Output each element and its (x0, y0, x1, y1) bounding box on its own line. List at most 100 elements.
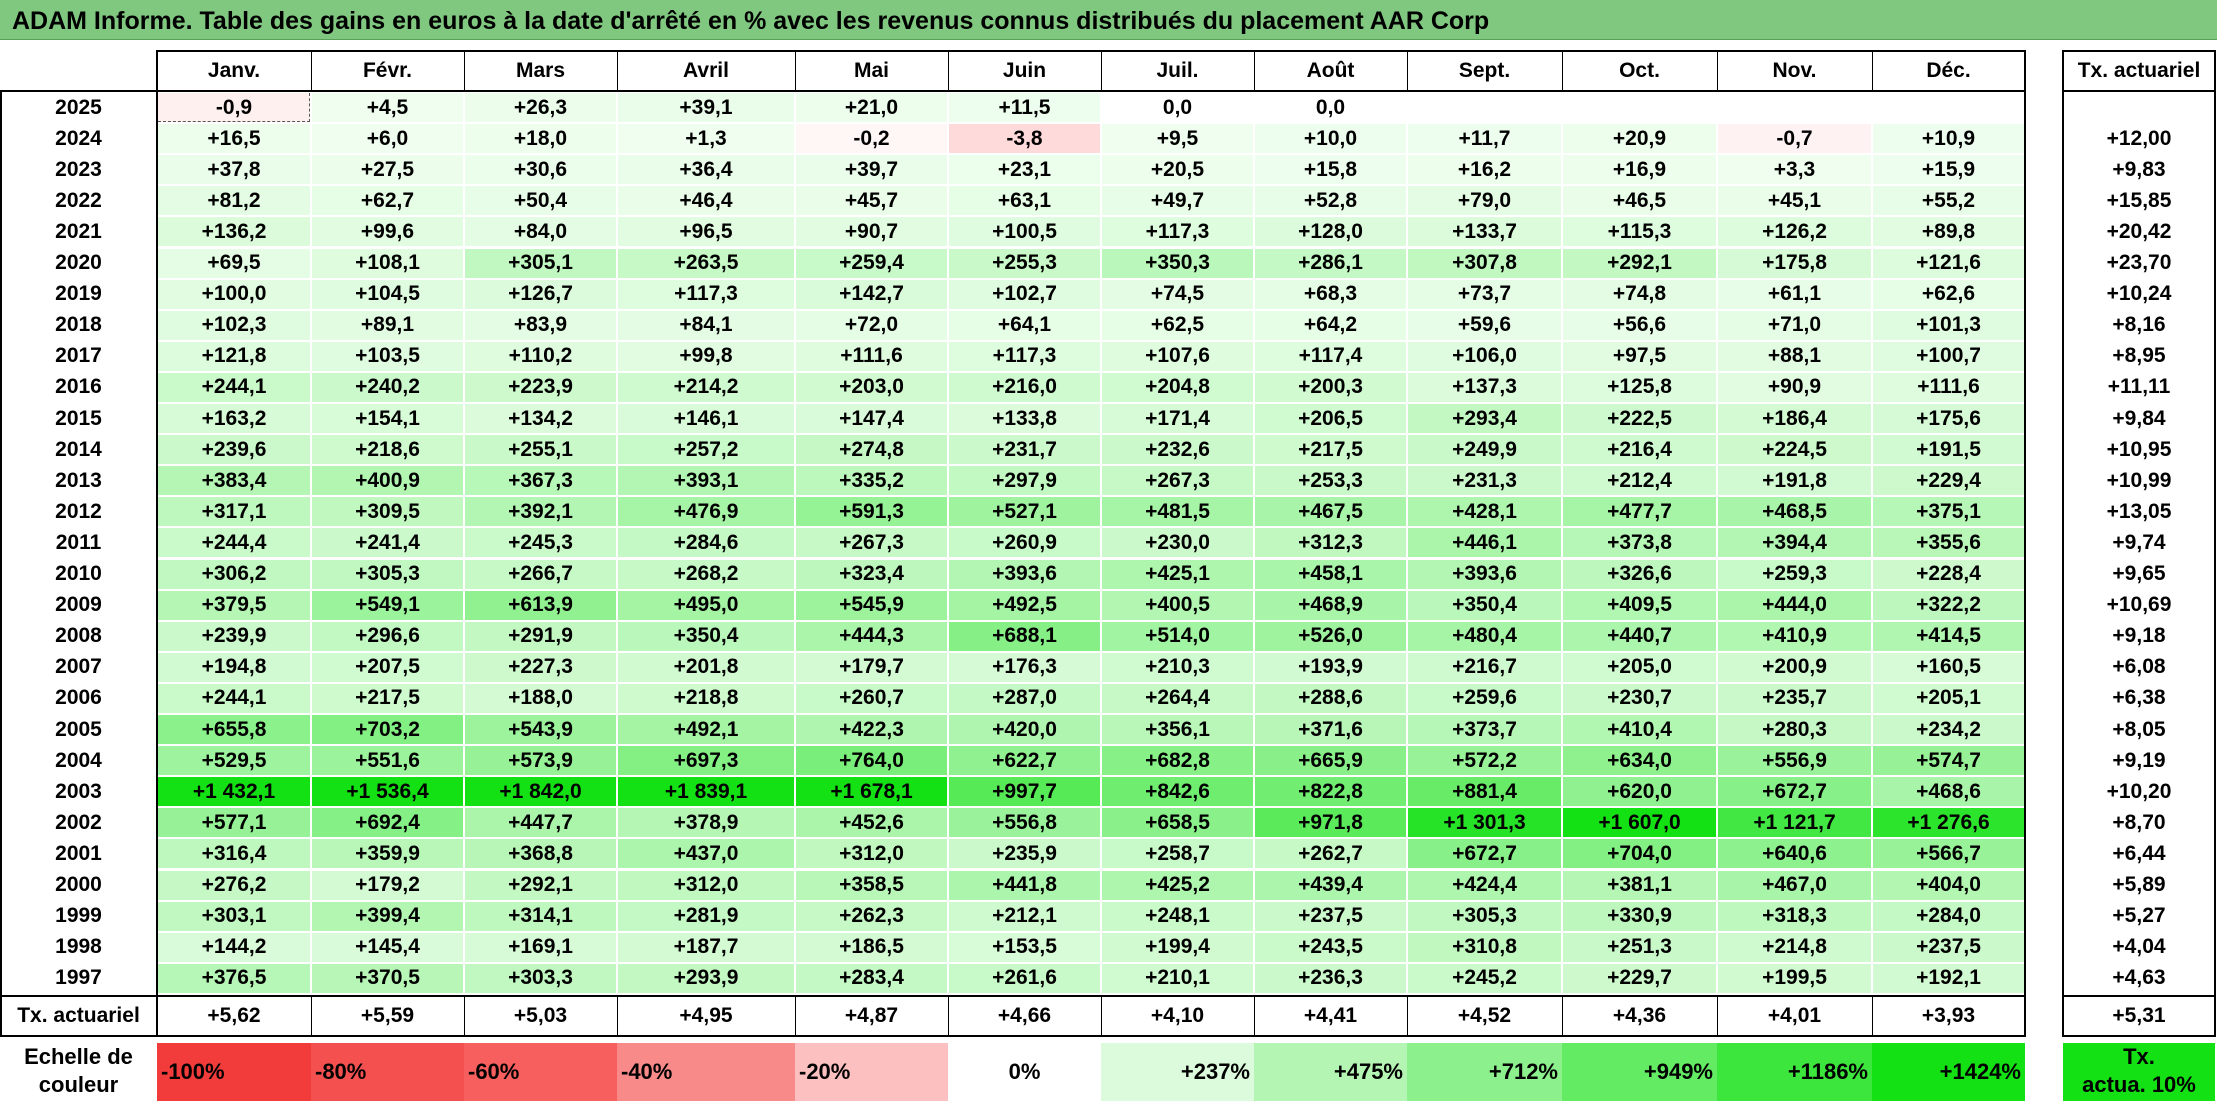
tx-cell: +6,08 (2112, 655, 2166, 679)
header-col-sep (464, 52, 465, 90)
footer-rule-tx (2063, 994, 2215, 997)
tx-cell: +9,18 (2112, 624, 2166, 648)
table-cell: +83,9 (465, 310, 616, 340)
scale-swatch: -60% (464, 1043, 617, 1101)
footer-tx: +5,31 (2112, 1003, 2166, 1027)
month-header: Févr. (362, 59, 413, 82)
table-cell: +292,1 (1563, 248, 1716, 278)
table-cell: +640,6 (1718, 839, 1871, 869)
table-cell: +441,8 (949, 870, 1100, 900)
table-cell: +217,5 (1255, 435, 1406, 465)
table-cell: +309,5 (312, 497, 463, 527)
table-cell: +284,0 (1873, 901, 2024, 931)
table-cell: +549,1 (312, 590, 463, 620)
year-label: 2008 (55, 624, 102, 648)
table-cell: +88,1 (1718, 341, 1871, 371)
table-cell (1873, 93, 2024, 123)
table-cell: +318,3 (1718, 901, 1871, 931)
table-cell: +281,9 (618, 901, 794, 931)
scale-swatch: +1424% (1872, 1043, 2025, 1101)
table-cell: +97,5 (1563, 341, 1716, 371)
table-cell: +237,5 (1255, 901, 1406, 931)
table-cell: +400,5 (1102, 590, 1253, 620)
table-cell: +23,1 (949, 155, 1100, 185)
table-cell: +234,2 (1873, 715, 2024, 745)
year-label: 2005 (55, 717, 102, 741)
table-cell: 0,0 (1255, 93, 1406, 123)
table-cell: +467,0 (1718, 870, 1871, 900)
table-cell: +224,5 (1718, 435, 1871, 465)
footer-col-sep (1562, 996, 1563, 1035)
header-col-sep (795, 52, 796, 90)
table-cell: +199,5 (1718, 963, 1871, 993)
scale-swatch: -100% (157, 1043, 311, 1101)
table-cell: +367,3 (465, 466, 616, 496)
table-cell: +61,1 (1718, 279, 1871, 309)
footer-cell: +5,59 (360, 1003, 415, 1027)
table-cell: +144,2 (158, 932, 310, 962)
table-cell: +350,4 (1408, 590, 1561, 620)
footer-col-sep (464, 996, 465, 1035)
table-cell: +230,0 (1102, 528, 1253, 558)
table-cell: +400,9 (312, 466, 463, 496)
table-cell: +56,6 (1563, 310, 1716, 340)
table-cell: +193,9 (1255, 652, 1406, 682)
tx-cell: +9,84 (2112, 406, 2166, 430)
table-cell: +245,3 (465, 528, 616, 558)
table-cell: +230,7 (1563, 683, 1716, 713)
table-cell: +428,1 (1408, 497, 1561, 527)
table-cell: +303,3 (465, 963, 616, 993)
table-cell: +566,7 (1873, 839, 2024, 869)
scale-swatch: +712% (1407, 1043, 1562, 1101)
table-cell: +59,6 (1408, 310, 1561, 340)
year-label: 2024 (55, 126, 102, 150)
table-cell: +84,1 (618, 310, 794, 340)
table-cell: +622,7 (949, 746, 1100, 776)
year-label: 2020 (55, 251, 102, 275)
tx-cell: +9,65 (2112, 562, 2166, 586)
table-cell: +11,7 (1408, 124, 1561, 154)
tx-cell: +10,95 (2106, 437, 2172, 461)
footer-cell: +4,36 (1612, 1003, 1667, 1027)
table-cell: +556,8 (949, 808, 1100, 838)
table-cell: +96,5 (618, 217, 794, 247)
scale-swatch: -80% (311, 1043, 464, 1101)
table-cell: +1 678,1 (796, 777, 947, 807)
table-cell: +703,2 (312, 715, 463, 745)
table-cell: +203,0 (796, 372, 947, 402)
table-cell: +292,1 (465, 870, 616, 900)
table-cell: +117,3 (1102, 217, 1253, 247)
year-label: 2010 (55, 562, 102, 586)
tx-cell: +9,19 (2112, 748, 2166, 772)
scale-swatch: +237% (1101, 1043, 1254, 1101)
table-cell: +62,7 (312, 186, 463, 216)
table-cell: +99,8 (618, 341, 794, 371)
table-cell: +55,2 (1873, 186, 2024, 216)
table-cell: +235,7 (1718, 683, 1871, 713)
table-cell: +46,4 (618, 186, 794, 216)
scale-swatch: 0% (948, 1043, 1101, 1101)
table-cell: +317,1 (158, 497, 310, 527)
table-cell: +526,0 (1255, 621, 1406, 651)
month-header: Mai (853, 59, 889, 82)
table-cell: +393,6 (1408, 559, 1561, 589)
table-cell: +420,0 (949, 715, 1100, 745)
table-cell: +145,4 (312, 932, 463, 962)
table-cell: +306,2 (158, 559, 310, 589)
footer-col-sep (311, 996, 312, 1035)
year-label: 2004 (55, 748, 102, 772)
table-cell: +392,1 (465, 497, 616, 527)
table-cell: +153,5 (949, 932, 1100, 962)
month-header: Mars (515, 59, 566, 82)
table-cell: +201,8 (618, 652, 794, 682)
table-cell: +312,0 (618, 870, 794, 900)
header-col-sep (948, 52, 949, 90)
header-col-sep (1101, 52, 1102, 90)
scale-tx-swatch: Tx. actua. 10% (2063, 1043, 2215, 1101)
table-cell: +310,8 (1408, 932, 1561, 962)
table-cell: +458,1 (1255, 559, 1406, 589)
table-cell: +200,9 (1718, 652, 1871, 682)
table-cell: +253,3 (1255, 466, 1406, 496)
table-cell: +545,9 (796, 590, 947, 620)
table-cell: +81,2 (158, 186, 310, 216)
